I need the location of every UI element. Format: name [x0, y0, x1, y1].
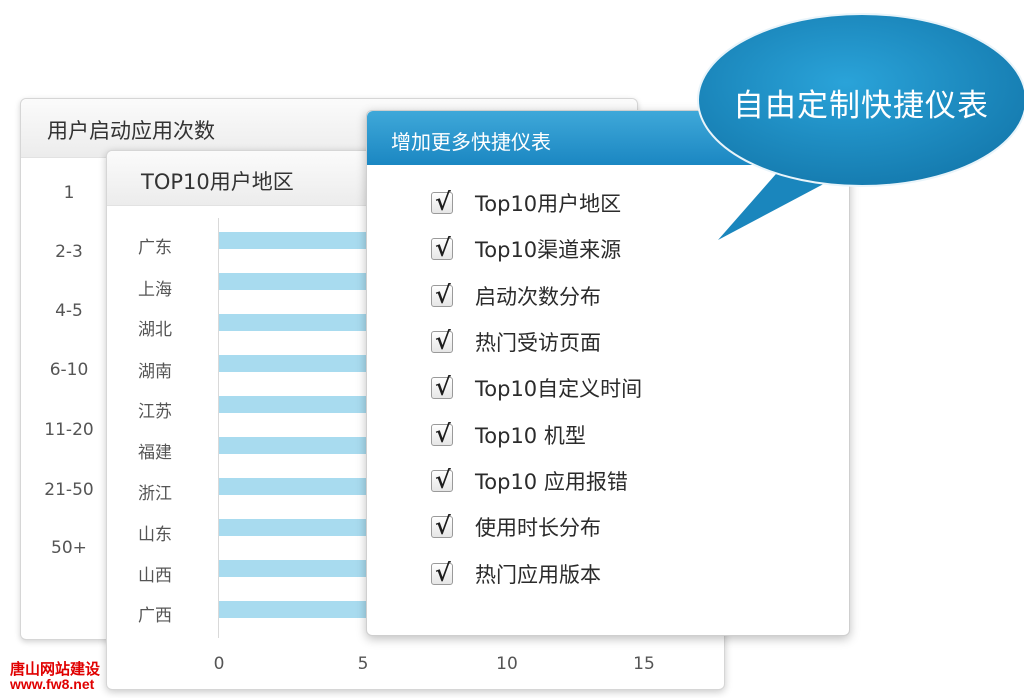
x-tick-label: 0: [213, 654, 225, 674]
launch-range-label: 1: [63, 183, 75, 203]
launch-range-label: 4-5: [55, 301, 83, 321]
checkbox[interactable]: √: [431, 372, 453, 401]
region-label: 福建: [138, 443, 172, 463]
region-bar: [219, 314, 369, 331]
region-bar: [219, 273, 369, 290]
check-mark-icon: √: [435, 419, 451, 448]
region-label: 湖南: [138, 362, 172, 382]
region-bar: [219, 355, 369, 372]
x-tick-label: 5: [357, 654, 369, 674]
option-label: Top10 应用报错: [475, 470, 628, 494]
dashboard-option-usage-duration[interactable]: √ 使用时长分布: [431, 511, 601, 542]
dashboard-option-top10-custom-time[interactable]: √ Top10自定义时间: [431, 372, 643, 403]
speech-bubble-body: [697, 13, 1024, 187]
check-mark-icon: √: [435, 280, 451, 309]
watermark-url: www.fw8.net: [10, 676, 95, 692]
region-card-title: TOP10用户地区: [141, 170, 294, 194]
dashboard-option-launch-distribution[interactable]: √ 启动次数分布: [431, 280, 601, 311]
region-label: 广东: [138, 238, 172, 258]
check-mark-icon: √: [435, 187, 451, 216]
region-chart-axis: [218, 218, 219, 638]
region-label: 湖北: [138, 320, 172, 340]
option-label: 热门应用版本: [475, 563, 601, 587]
option-label: Top10自定义时间: [475, 377, 643, 401]
launch-range-label: 6-10: [49, 360, 89, 380]
check-mark-icon: √: [435, 326, 451, 355]
region-bar: [219, 601, 369, 618]
region-label: 浙江: [138, 484, 172, 504]
check-mark-icon: √: [435, 511, 451, 540]
launch-range-label: 21-50: [44, 480, 94, 500]
dashboard-option-top10-region[interactable]: √ Top10用户地区: [431, 187, 622, 218]
option-label: Top10 机型: [475, 424, 586, 448]
region-bar: [219, 478, 369, 495]
region-bar: [219, 232, 369, 249]
region-bar: [219, 437, 369, 454]
region-label: 广西: [138, 606, 172, 626]
checkbox[interactable]: √: [431, 419, 453, 448]
region-label: 上海: [138, 280, 172, 300]
x-tick-label: 15: [633, 654, 655, 674]
checkbox[interactable]: √: [431, 511, 453, 540]
check-mark-icon: √: [435, 233, 451, 262]
region-bar: [219, 560, 369, 577]
checkbox[interactable]: √: [431, 465, 453, 494]
speech-bubble-text: 自由定制快捷仪表: [733, 88, 989, 124]
checkbox[interactable]: √: [431, 233, 453, 262]
checkbox[interactable]: √: [431, 187, 453, 216]
launch-count-card-title: 用户启动应用次数: [47, 119, 215, 143]
option-label: 使用时长分布: [475, 516, 601, 540]
dashboard-option-top10-channel[interactable]: √ Top10渠道来源: [431, 233, 622, 264]
watermark-text: 唐山网站建设: [10, 660, 101, 678]
launch-range-label: 2-3: [55, 242, 83, 262]
add-dashboard-panel-title: 增加更多快捷仪表: [391, 130, 551, 154]
dashboard-option-popular-pages[interactable]: √ 热门受访页面: [431, 326, 601, 357]
check-mark-icon: √: [435, 372, 451, 401]
checkbox[interactable]: √: [431, 326, 453, 355]
dashboard-option-top10-app-errors[interactable]: √ Top10 应用报错: [431, 465, 628, 496]
launch-range-label: 50+: [51, 538, 87, 558]
checkbox[interactable]: √: [431, 558, 453, 587]
option-label: Top10渠道来源: [475, 238, 622, 262]
check-mark-icon: √: [435, 558, 451, 587]
checkbox[interactable]: √: [431, 280, 453, 309]
region-label: 山西: [138, 566, 172, 586]
launch-range-label: 11-20: [44, 420, 94, 440]
option-label: 热门受访页面: [475, 331, 601, 355]
option-label: Top10用户地区: [475, 192, 622, 216]
region-bar: [219, 396, 369, 413]
dashboard-option-top10-models[interactable]: √ Top10 机型: [431, 419, 586, 450]
region-label: 江苏: [138, 402, 172, 422]
option-label: 启动次数分布: [475, 285, 601, 309]
check-mark-icon: √: [435, 465, 451, 494]
region-bar: [219, 519, 369, 536]
region-label: 山东: [138, 525, 172, 545]
x-tick-label: 10: [496, 654, 518, 674]
dashboard-option-popular-versions[interactable]: √ 热门应用版本: [431, 558, 601, 589]
